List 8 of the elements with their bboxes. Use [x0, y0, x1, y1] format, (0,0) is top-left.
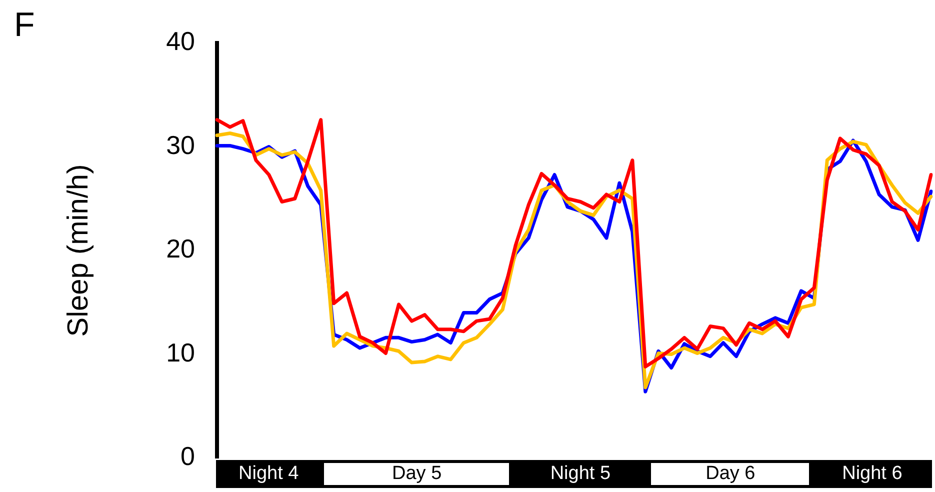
- y-tick-label: 0: [180, 441, 195, 472]
- light-dark-strip: Night 4 Day 5 Night 5 Day 6 Night 6: [216, 460, 932, 488]
- y-axis-title: Sleep (min/h): [62, 164, 94, 337]
- y-tick-label: 10: [166, 337, 195, 368]
- text: F: [14, 6, 35, 45]
- y-tick-label: 40: [166, 26, 195, 56]
- y-tick-label: 20: [166, 234, 195, 264]
- y-tick-label: 30: [166, 130, 195, 160]
